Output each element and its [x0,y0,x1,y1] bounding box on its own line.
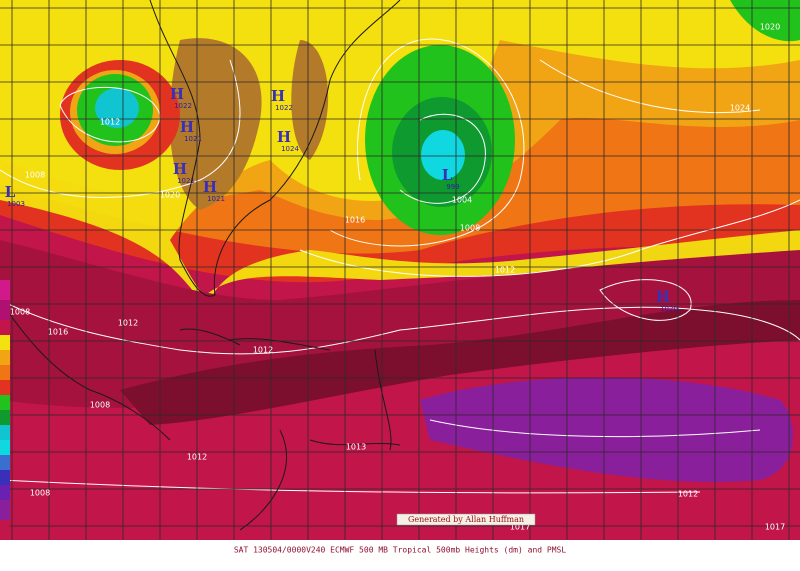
isobar-label: 1008 [10,308,30,317]
pressure-center-value: 1022 [275,104,293,112]
isobar-label: 1012 [495,266,515,275]
isobar-label: 1017 [765,523,785,532]
pressure-center-symbol: H [277,128,291,146]
isobar-label: 1008 [30,489,50,498]
pressure-center-symbol: L [5,183,16,201]
isobar-label: 1013 [346,443,366,452]
isobar-label: 1012 [187,453,207,462]
pressure-center-symbol: H [170,85,184,103]
credit-box [396,513,536,526]
isobar-label: 1020 [760,23,780,32]
pressure-center-symbol: H [203,178,217,196]
pressure-center-symbol: L [442,166,453,184]
map-labels: 1020 1024 1012 1008 1020 1016 1004 1008 1012 1012… [5,23,785,532]
pressure-center-value: 1020 [660,305,678,313]
isobar-label: 1008 [90,401,110,410]
isobar-label: 1008 [25,171,45,180]
isobar-label: 1012 [253,346,273,355]
pressure-center-value: 1003 [7,200,25,208]
pressure-center-symbol: H [180,118,194,136]
isobar-label: 1024 [730,104,750,113]
lat-lon-grid [0,0,800,540]
color-legend [0,280,10,540]
pressure-center-value: 1021 [207,195,225,203]
pressure-center-value: 999 [446,183,459,191]
caption: SAT 130504/0000V240 ECMWF 500 MB Tropica… [234,546,567,555]
isobar-label: 1017 [510,523,530,532]
pressure-center-value: 1022 [174,102,192,110]
pressure-center-value: 1021 [177,177,195,185]
pressure-center-value: 1021 [184,135,202,143]
isobar-label: 1012 [100,118,120,127]
pressure-center-symbol: H [271,87,285,105]
isobar-label: 1016 [345,216,365,225]
pressure-center-symbol: H [173,160,187,178]
isobar-label: 1004 [452,196,472,205]
isobar-label: 1016 [48,328,68,337]
pressure-center-symbol: H [656,288,670,306]
isobar-label: 1012 [118,319,138,328]
isobars [0,38,800,494]
pressure-center-value: 1024 [281,145,299,153]
credit: Generated by Allan Huffman [408,515,524,524]
isobar-label: 1020 [160,191,180,200]
map-field [0,0,800,540]
isobar-label: 1008 [460,224,480,233]
isobar-label: 1012 [678,490,698,499]
